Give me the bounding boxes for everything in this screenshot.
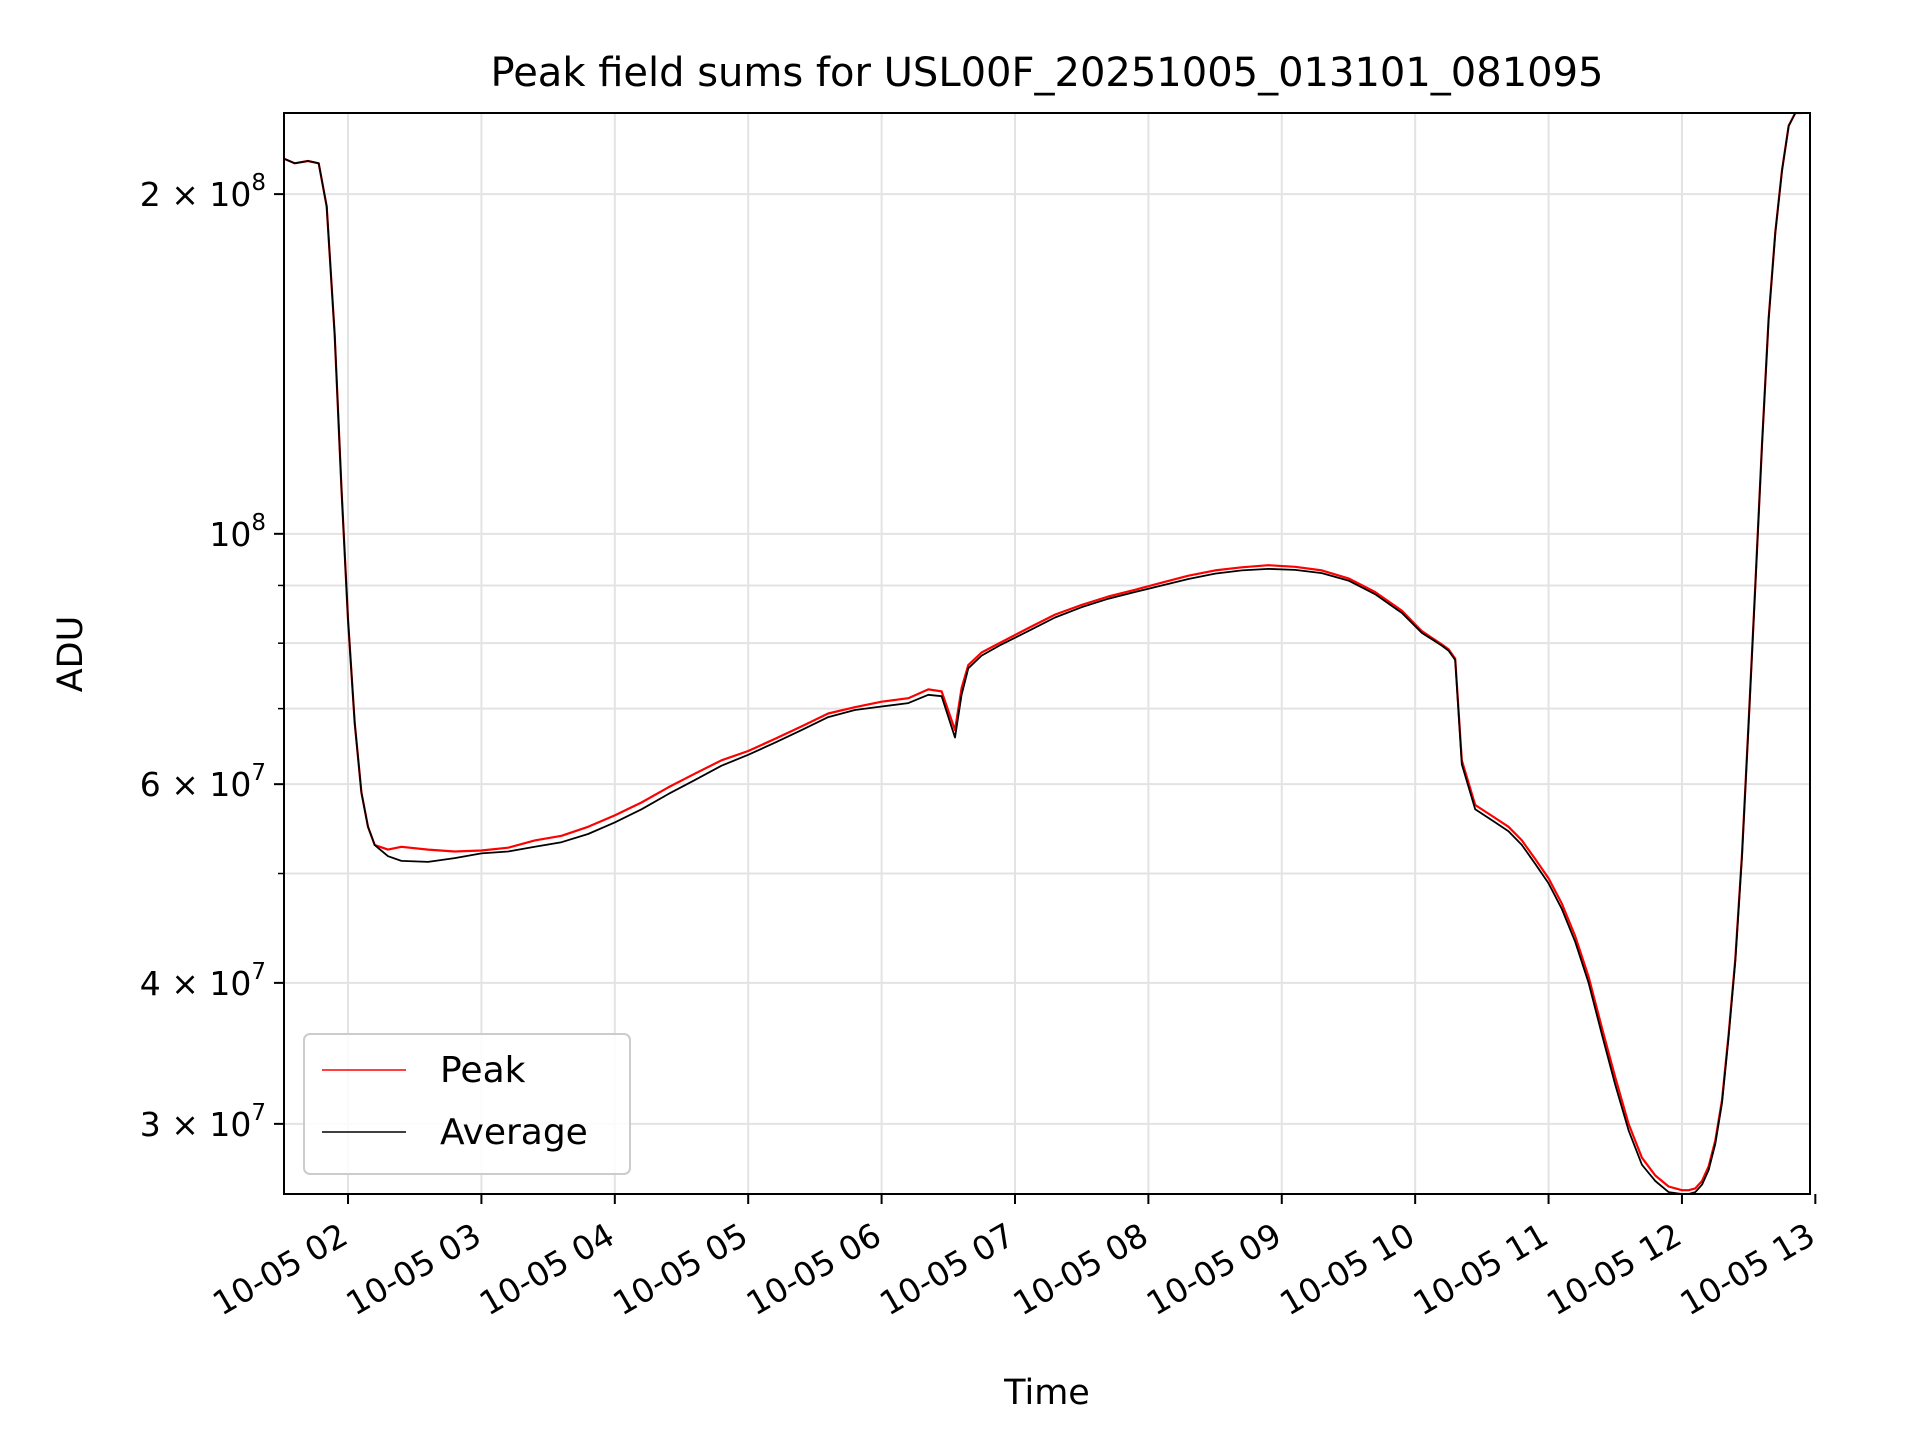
y-tick-label-exponent: 8 xyxy=(251,170,266,196)
y-tick-label-exponent: 7 xyxy=(251,959,266,985)
y-tick-label: 6 × 107 xyxy=(140,760,266,804)
y-tick-label-base: 10 xyxy=(209,515,251,554)
y-tick-label: 4 × 107 xyxy=(140,959,266,1003)
y-tick-label: 2 × 108 xyxy=(140,170,266,214)
y-tick-label: 3 × 107 xyxy=(140,1100,266,1144)
plot-area-frame xyxy=(283,112,1811,1195)
y-tick-label-base: 3 × 10 xyxy=(140,1105,252,1144)
x-axis-label: Time xyxy=(1003,1373,1090,1413)
y-tick-label-exponent: 8 xyxy=(251,510,266,536)
y-tick-label-exponent: 7 xyxy=(251,760,266,786)
series-line-peak xyxy=(284,113,1802,1192)
series-line-average xyxy=(284,113,1802,1194)
y-tick-label-exponent: 7 xyxy=(251,1100,266,1126)
legend: Peak Average xyxy=(303,1033,631,1175)
y-axis-label: ADU xyxy=(51,616,91,693)
chart-title: Peak field sums for USL00F_20251005_0131… xyxy=(491,50,1604,96)
y-tick-label-base: 6 × 10 xyxy=(140,765,252,804)
y-tick-label: 108 xyxy=(209,510,266,554)
y-tick-label-base: 2 × 10 xyxy=(140,175,252,214)
series-lines xyxy=(284,113,1802,1194)
legend-average-label: Average xyxy=(440,1112,588,1153)
legend-peak-label: Peak xyxy=(440,1050,526,1091)
legend-box xyxy=(303,1033,631,1175)
y-tick-label-base: 4 × 10 xyxy=(140,964,252,1003)
grid-lines xyxy=(284,113,1810,1194)
